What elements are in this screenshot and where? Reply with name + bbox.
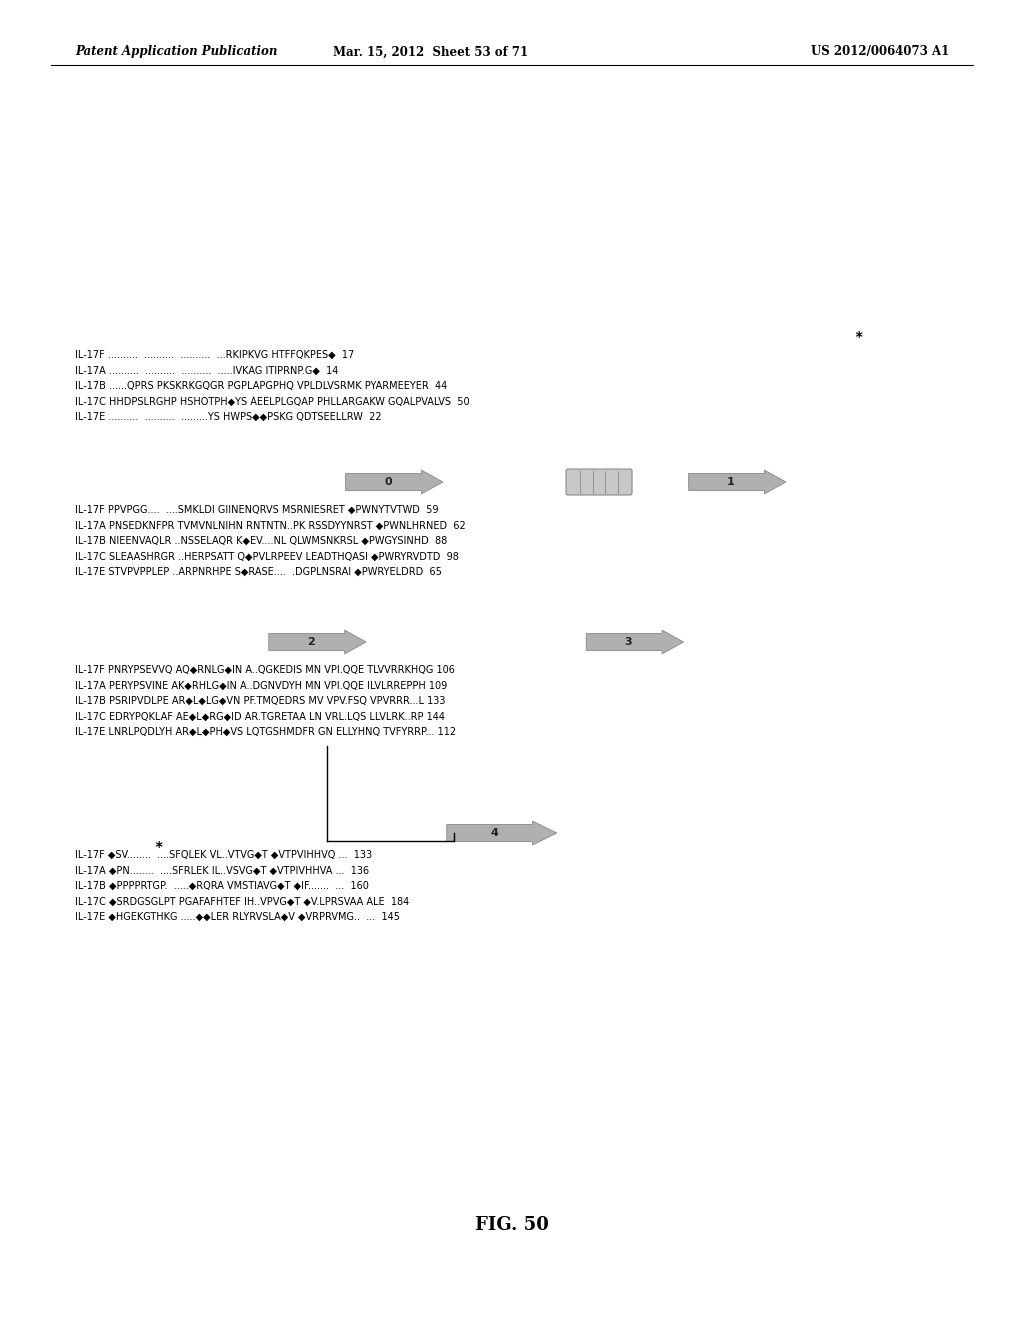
Text: IL-17E ◆HGEKGTHKG .....◆◆LER RLYRVSLA◆V ◆VRPRVMG..  ...  145: IL-17E ◆HGEKGTHKG .....◆◆LER RLYRVSLA◆V … <box>75 912 400 921</box>
Text: *: * <box>854 330 862 345</box>
Text: IL-17C SLEAASHRGR ..HERPSATT Q◆PVLRPEEV LEADTHQASI ◆PWRYRVDTD  98: IL-17C SLEAASHRGR ..HERPSATT Q◆PVLRPEEV … <box>75 552 459 561</box>
Text: 3: 3 <box>625 638 632 647</box>
Text: IL-17C ◆SRDGSGLPT PGAFAFHTEF IH..VPVG◆T ◆V.LPRSVAA ALE  184: IL-17C ◆SRDGSGLPT PGAFAFHTEF IH..VPVG◆T … <box>75 896 410 907</box>
Text: IL-17F PPVPGG....  ....SMKLDI GIINENQRVS MSRNIESRET ◆PWNYTVTWD  59: IL-17F PPVPGG.... ....SMKLDI GIINENQRVS … <box>75 506 438 515</box>
FancyArrow shape <box>269 630 367 653</box>
Text: IL-17A ..........  ..........  ..........  .....IVKAG ITIPRNP.G◆  14: IL-17A .......... .......... .......... … <box>75 366 338 375</box>
Text: 2: 2 <box>307 638 315 647</box>
Text: IL-17F ..........  ..........  ..........  ...RKIPKVG HTFFQKPES◆  17: IL-17F .......... .......... .......... … <box>75 350 354 360</box>
FancyArrow shape <box>446 821 557 845</box>
Text: IL-17B NIEENVAQLR ..NSSELAQR K◆EV....NL QLWMSNKRSL ◆PWGYSINHD  88: IL-17B NIEENVAQLR ..NSSELAQR K◆EV....NL … <box>75 536 447 546</box>
Text: IL-17A PNSEDKNFPR TVMVNLNIHN RNTNTN..PK RSSDYYNRST ◆PWNLHRNED  62: IL-17A PNSEDKNFPR TVMVNLNIHN RNTNTN..PK … <box>75 520 466 531</box>
Text: 4: 4 <box>490 828 499 838</box>
Text: US 2012/0064073 A1: US 2012/0064073 A1 <box>811 45 949 58</box>
Text: 0: 0 <box>384 477 391 487</box>
Text: IL-17C EDRYPQKLAF AE◆L◆RG◆ID AR.TGRETAA LN VRL.LQS LLVLRK..RP 144: IL-17C EDRYPQKLAF AE◆L◆RG◆ID AR.TGRETAA … <box>75 711 445 722</box>
Text: *: * <box>155 840 163 854</box>
FancyBboxPatch shape <box>566 469 632 495</box>
Text: IL-17E STVPVPPLEP ..ARPNRHPE S◆RASE....  .DGPLNSRAI ◆PWRYELDRD  65: IL-17E STVPVPPLEP ..ARPNRHPE S◆RASE.... … <box>75 568 442 577</box>
Text: IL-17A PERYPSVINE AK◆RHLG◆IN A..DGNVDYH MN VPI.QQE ILVLRREPPH 109: IL-17A PERYPSVINE AK◆RHLG◆IN A..DGNVDYH … <box>75 681 447 690</box>
FancyArrow shape <box>346 470 442 494</box>
Text: IL-17E LNRLPQDLYH AR◆L◆PH◆VS LQTGSHMDFR GN ELLYHNQ TVFYRRP... 112: IL-17E LNRLPQDLYH AR◆L◆PH◆VS LQTGSHMDFR … <box>75 727 456 737</box>
Text: IL-17F ◆SV........  ....SFQLEK VL..VTVG◆T ◆VTPVIHHVQ ...  133: IL-17F ◆SV........ ....SFQLEK VL..VTVG◆T… <box>75 850 372 861</box>
Text: IL-17B ......QPRS PKSKRKGQGR PGPLAPGPHQ VPLDLVSRMK PYARMEEYER  44: IL-17B ......QPRS PKSKRKGQGR PGPLAPGPHQ … <box>75 381 447 391</box>
Text: IL-17F PNRYPSEVVQ AQ◆RNLG◆IN A..QGKEDIS MN VPI.QQE TLVVRRKHQG 106: IL-17F PNRYPSEVVQ AQ◆RNLG◆IN A..QGKEDIS … <box>75 665 455 675</box>
Text: IL-17A ◆PN........  ....SFRLEK IL..VSVG◆T ◆VTPIVHHVA ...  136: IL-17A ◆PN........ ....SFRLEK IL..VSVG◆T… <box>75 866 369 875</box>
FancyArrow shape <box>688 470 786 494</box>
Text: IL-17C HHDPSLRGHP HSHOTPH◆YS AEELPLGQAP PHLLARGAKW GQALPVALVS  50: IL-17C HHDPSLRGHP HSHOTPH◆YS AEELPLGQAP … <box>75 396 470 407</box>
FancyArrow shape <box>586 630 684 653</box>
Text: IL-17B PSRIPVDLPE AR◆L◆LG◆VN PF.TMQEDRS MV VPV.FSQ VPVRRR...L 133: IL-17B PSRIPVDLPE AR◆L◆LG◆VN PF.TMQEDRS … <box>75 696 445 706</box>
Text: 1: 1 <box>727 477 735 487</box>
Text: Mar. 15, 2012  Sheet 53 of 71: Mar. 15, 2012 Sheet 53 of 71 <box>333 45 527 58</box>
Text: Patent Application Publication: Patent Application Publication <box>75 45 278 58</box>
Text: IL-17B ◆PPPPRTGP.  .....◆RQRA VMSTIAVG◆T ◆IF.......  ...  160: IL-17B ◆PPPPRTGP. .....◆RQRA VMSTIAVG◆T … <box>75 880 369 891</box>
Text: FIG. 50: FIG. 50 <box>475 1216 549 1234</box>
Text: IL-17E ..........  ..........  .........YS HWPS◆◆PSKG QDTSEELLRW  22: IL-17E .......... .......... .........YS… <box>75 412 382 422</box>
